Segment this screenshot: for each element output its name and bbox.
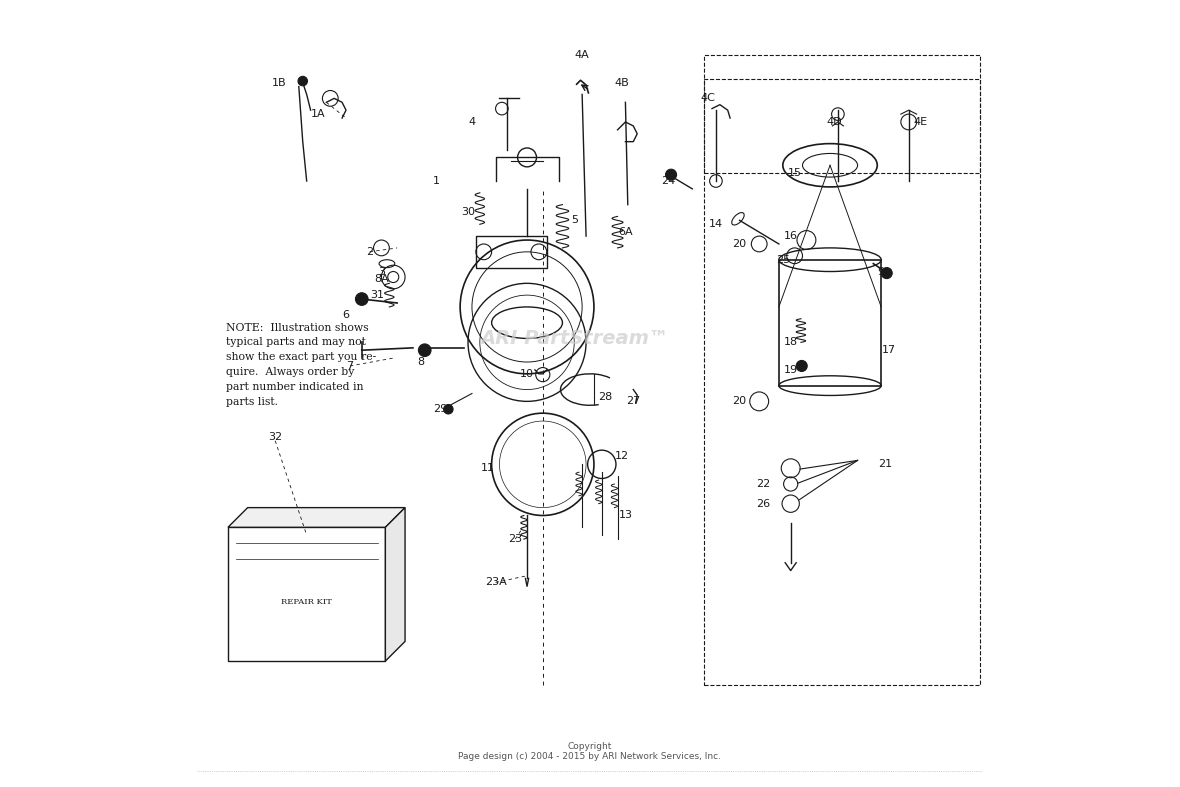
Text: 1A: 1A — [312, 109, 326, 119]
Text: 25: 25 — [775, 255, 789, 264]
Text: 17: 17 — [881, 345, 896, 355]
Text: 19: 19 — [784, 365, 798, 375]
Text: 11: 11 — [480, 464, 494, 473]
Text: 10: 10 — [520, 369, 535, 379]
Circle shape — [419, 344, 431, 357]
Text: 13: 13 — [618, 511, 632, 520]
Polygon shape — [386, 508, 405, 661]
Text: 1: 1 — [433, 176, 440, 186]
Text: 21: 21 — [878, 460, 892, 469]
Text: 8: 8 — [418, 357, 425, 367]
Text: 12: 12 — [615, 452, 629, 461]
Text: 7: 7 — [347, 361, 354, 371]
Text: 23A: 23A — [485, 578, 506, 587]
Text: 9: 9 — [878, 267, 885, 276]
Text: REPAIR KIT: REPAIR KIT — [281, 598, 332, 606]
Text: 23: 23 — [509, 534, 523, 544]
Circle shape — [444, 405, 453, 414]
Text: 5: 5 — [571, 216, 578, 225]
Text: 6: 6 — [342, 310, 349, 320]
Text: 22: 22 — [756, 479, 771, 489]
Bar — [704, 55, 979, 173]
Circle shape — [355, 293, 368, 305]
Text: 29: 29 — [433, 405, 447, 414]
Text: 27: 27 — [627, 397, 641, 406]
Text: Copyright
Page design (c) 2004 - 2015 by ARI Network Services, Inc.: Copyright Page design (c) 2004 - 2015 by… — [459, 742, 721, 761]
Text: 4A: 4A — [575, 50, 590, 60]
Text: 14: 14 — [709, 220, 723, 229]
Text: ARI PartStream™: ARI PartStream™ — [480, 329, 669, 348]
Text: 3: 3 — [378, 267, 385, 276]
Text: 4D: 4D — [826, 117, 841, 127]
Bar — [704, 79, 979, 685]
Text: 1B: 1B — [271, 78, 287, 87]
Text: 20: 20 — [733, 397, 747, 406]
Text: 20: 20 — [733, 239, 747, 249]
Circle shape — [299, 76, 308, 86]
Text: 4: 4 — [468, 117, 476, 127]
Circle shape — [881, 268, 892, 279]
Text: 4E: 4E — [913, 117, 927, 127]
Text: 31: 31 — [371, 290, 385, 300]
Circle shape — [666, 169, 676, 180]
Text: 6A: 6A — [618, 227, 632, 237]
Text: 4B: 4B — [614, 78, 629, 87]
Text: 30: 30 — [461, 208, 476, 217]
Text: 8A: 8A — [374, 275, 389, 284]
Text: 2: 2 — [366, 247, 373, 257]
Text: 24: 24 — [662, 176, 676, 186]
Bar — [779, 260, 881, 386]
Text: NOTE:  Illustration shows
typical parts and may not
show the exact part you re-
: NOTE: Illustration shows typical parts a… — [227, 323, 376, 407]
Circle shape — [796, 360, 807, 371]
Text: 15: 15 — [787, 168, 801, 178]
Text: 16: 16 — [784, 231, 798, 241]
Polygon shape — [228, 508, 405, 527]
Bar — [476, 236, 546, 268]
Text: 26: 26 — [756, 499, 771, 508]
Text: 18: 18 — [784, 338, 798, 347]
Text: 32: 32 — [268, 432, 282, 442]
Text: 28: 28 — [598, 393, 612, 402]
Bar — [228, 527, 386, 661]
Text: 4C: 4C — [701, 94, 715, 103]
